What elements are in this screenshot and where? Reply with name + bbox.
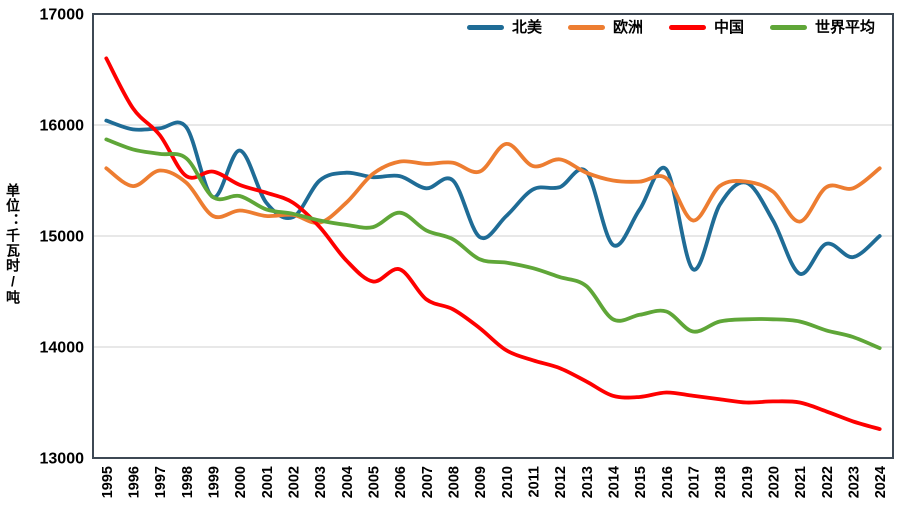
legend-label: 世界平均	[814, 19, 875, 36]
legend-label: 欧洲	[612, 19, 643, 36]
legend-label: 北美	[511, 19, 542, 36]
legend-item-china: 中国	[668, 19, 744, 36]
x-tick-label: 2020	[767, 466, 783, 498]
x-tick-label: 2004	[340, 466, 356, 498]
plot-border	[92, 13, 894, 459]
legend-line-swatch-world-average	[769, 25, 807, 30]
x-tick-label: 2008	[447, 466, 463, 498]
x-tick-label: 2017	[687, 466, 703, 498]
legend-line-swatch-north-america	[466, 25, 504, 30]
x-tick-label: 2012	[553, 466, 569, 498]
y-tick-label: 17000	[40, 7, 85, 24]
x-tick-label: 2005	[367, 466, 383, 498]
y-tick-label: 14000	[40, 340, 85, 357]
x-tick-label: 2024	[873, 466, 889, 498]
y-tick-label: 16000	[40, 118, 85, 135]
y-tick-label: 13000	[40, 451, 85, 468]
series-line-world-average	[104, 137, 882, 350]
legend-item-world-average: 世界平均	[769, 19, 875, 36]
chart-legend: 北美 欧洲 中国 世界平均	[93, 20, 893, 35]
x-tick-label: 2000	[233, 466, 249, 498]
x-tick-label: 2018	[713, 466, 729, 498]
x-tick-label: 2006	[393, 466, 409, 498]
x-tick-label: 1997	[153, 466, 169, 498]
x-tick-label: 2021	[793, 466, 809, 498]
x-tick-label: 2023	[847, 466, 863, 498]
x-tick-label: 2010	[500, 466, 516, 498]
x-tick-label: 2013	[580, 466, 596, 498]
x-tick-label: 1995	[100, 466, 116, 498]
x-tick-label: 2011	[527, 466, 543, 497]
x-tick-label: 2014	[607, 466, 623, 498]
x-tick-label: 2002	[287, 466, 303, 498]
legend-label: 中国	[713, 19, 744, 36]
series-line-europe	[104, 142, 882, 225]
y-tick-label: 15000	[40, 229, 85, 246]
series-line-china	[104, 56, 882, 431]
legend-line-swatch-china	[668, 25, 706, 30]
x-tick-label: 2019	[740, 466, 756, 498]
x-tick-label: 2007	[420, 466, 436, 498]
legend-item-north-america: 北美	[466, 19, 542, 36]
x-tick-label: 2009	[473, 466, 489, 498]
x-tick-label: 2015	[633, 466, 649, 498]
x-tick-label: 2003	[313, 466, 329, 498]
legend-item-europe: 欧洲	[567, 19, 643, 36]
y-axis-title: 单位：千瓦时/吨	[5, 183, 21, 305]
x-tick-label: 2022	[820, 466, 836, 498]
x-tick-label: 2016	[660, 466, 676, 498]
x-tick-label: 1999	[207, 466, 223, 498]
x-tick-label: 2001	[260, 466, 276, 498]
x-tick-label: 1996	[127, 466, 143, 498]
legend-line-swatch-europe	[567, 25, 605, 30]
x-tick-label: 1998	[180, 466, 196, 498]
